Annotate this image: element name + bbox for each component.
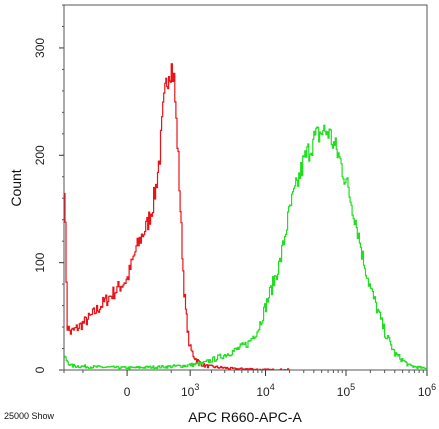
plot-frame [63, 4, 428, 371]
x-axis: 0 103 104 105 106 [63, 370, 436, 399]
plot-area [64, 63, 427, 370]
x-tick-label: 105 [337, 382, 355, 399]
y-tick-label: 300 [33, 38, 47, 58]
series-line-1 [64, 63, 290, 370]
footer-label: 25000 Show [4, 411, 55, 421]
x-tick-label: 106 [418, 382, 436, 399]
x-tick-label: 103 [181, 382, 199, 399]
series-line-2 [64, 124, 427, 370]
x-tick-label: 104 [256, 382, 274, 399]
y-tick-label: 200 [33, 145, 47, 165]
y-axis: 0 100 200 300 [33, 4, 64, 373]
y-tick-label: 100 [33, 252, 47, 272]
y-tick-label: 0 [33, 366, 47, 373]
x-tick-label: 0 [124, 385, 131, 399]
y-axis-label: Count [8, 169, 24, 206]
x-axis-label: APC R660-APC-A [188, 409, 302, 425]
